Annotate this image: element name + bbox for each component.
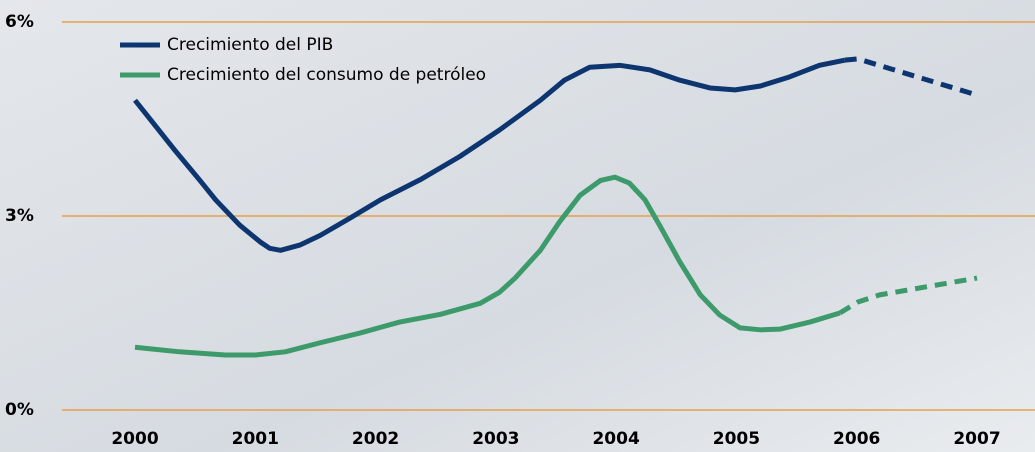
series-line [134,174,841,358]
series-line [133,57,846,253]
legend-label: Crecimiento del PIB [167,35,333,55]
x-tick-label: 2003 [472,429,519,449]
x-tick-label: 2002 [352,429,399,449]
x-tick-label: 2006 [833,429,880,449]
x-tick-label: 2004 [592,429,639,449]
series-line-projection [838,275,978,316]
series-line-projection [844,56,978,98]
x-tick-label: 2007 [953,429,1000,449]
y-tick-label: 0% [5,400,34,420]
x-tick-label: 2001 [232,429,279,449]
y-tick-label: 6% [5,12,34,32]
legend-label: Crecimiento del consumo de petróleo [167,65,486,85]
x-tick-label: 2000 [111,429,158,449]
y-tick-label: 3% [5,206,34,226]
x-tick-label: 2005 [713,429,760,449]
